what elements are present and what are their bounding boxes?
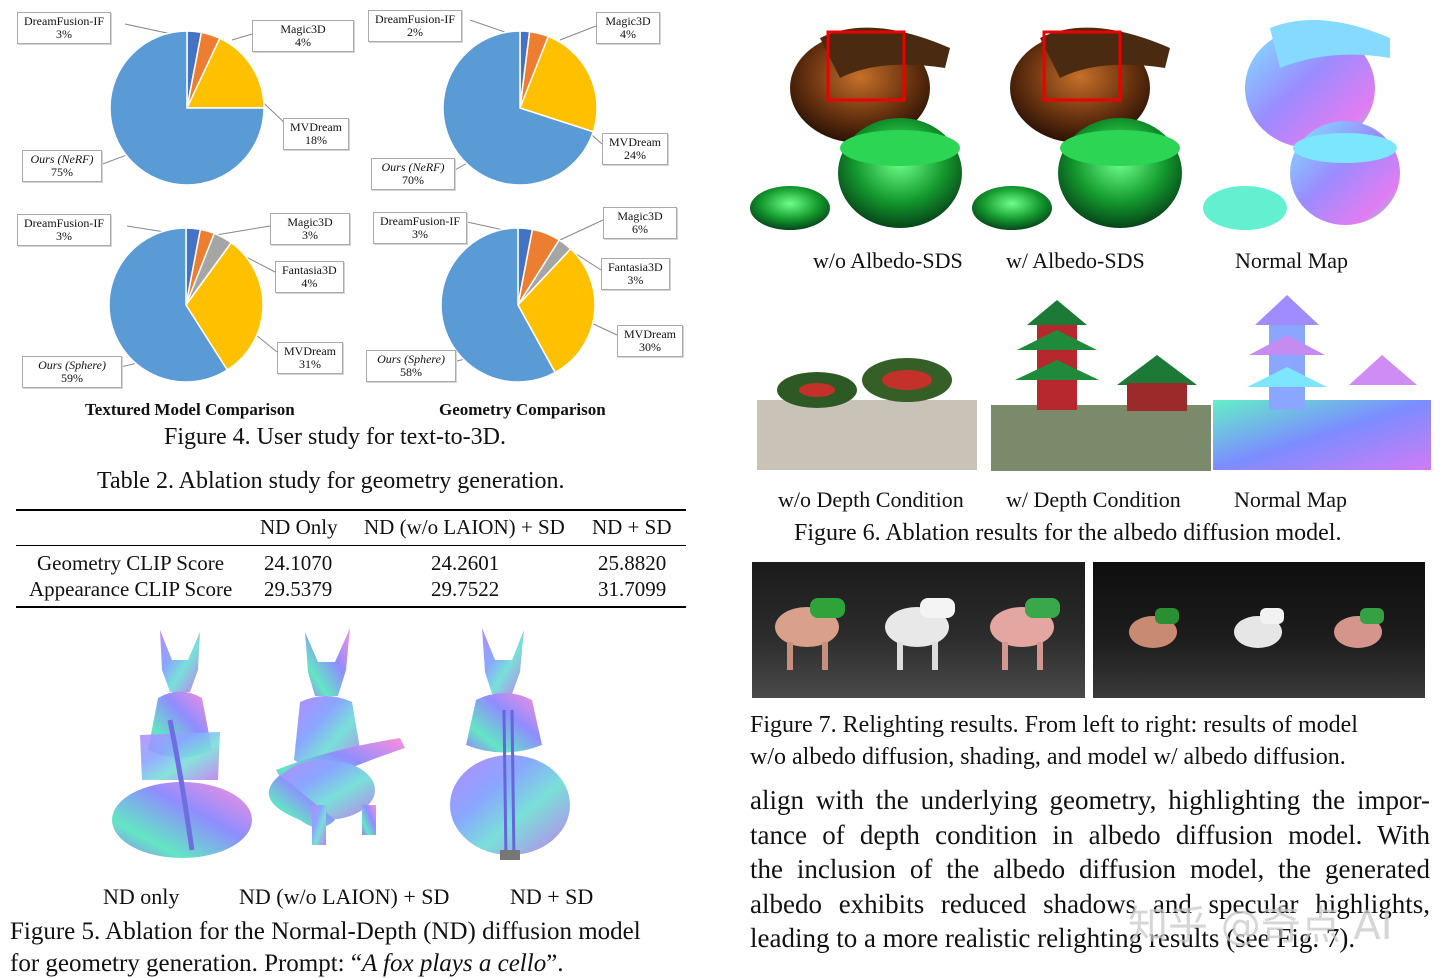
pie-label: DreamFusion-IF 3% (17, 214, 111, 246)
figure-caption: Figure 7. Relighting results. From left … (750, 712, 1358, 738)
render-wo-albedo-sds (750, 27, 962, 230)
relighting-render-left (752, 562, 1085, 698)
chart-subtitle: Geometry Comparison (439, 400, 606, 419)
body-paragraph: align with the underlying geometry, high… (750, 783, 1430, 956)
figure-caption-line-2: for geometry generation. Prompt: “A fox … (10, 950, 564, 978)
render-normal-map-croc (1203, 20, 1400, 230)
image-label: ND + SD (510, 884, 594, 909)
pie-leader-line (231, 33, 253, 41)
image-label: Normal Map (1234, 487, 1348, 512)
table-header: ND Only (260, 515, 338, 539)
pie-leader-line (559, 25, 597, 41)
crocodile-renders (750, 20, 1400, 230)
pie-leader-line (559, 219, 604, 241)
pagoda-renders (757, 295, 1431, 471)
pie-label: Magic3D 4% (596, 12, 660, 44)
pie-label: Magic3D 3% (270, 213, 350, 245)
pie-label: Ours (NeRF) 75% (22, 150, 102, 182)
render-w-depth-condition (991, 300, 1211, 471)
fox-render-nd-sd (450, 628, 570, 861)
image-label: ND only (103, 884, 180, 909)
paragraph-line: align with the underlying geometry, high… (750, 785, 1430, 815)
pie-slice-mvdream (185, 241, 264, 372)
pie-slice-mvdream (519, 35, 598, 133)
table-cell: Appearance CLIP Score (29, 577, 233, 601)
image-label: w/ Albedo-SDS (1006, 248, 1145, 273)
image-label: w/ Depth Condition (1006, 487, 1181, 512)
image-label: w/o Depth Condition (778, 487, 964, 512)
render-w-albedo-sds (972, 27, 1182, 230)
caption-prompt: A fox plays a cello (361, 950, 547, 977)
figure-caption-line-2: w/o albedo diffusion, shading, and model… (750, 744, 1346, 770)
pie-label: MVDream 31% (277, 342, 343, 374)
table-cell: 29.5379 (264, 577, 333, 601)
table-caption: Table 2. Ablation study for geometry gen… (97, 468, 565, 494)
paragraph-line: the inclusion of the albedo diffusion mo… (750, 854, 1430, 884)
pie-slice-mvdream (517, 247, 596, 374)
pie-leader-line (209, 225, 271, 237)
image-label: w/o Albedo-SDS (813, 248, 963, 273)
table-cell: 24.1070 (264, 551, 333, 575)
pie-slice-ours-nerf (442, 30, 595, 186)
pie-label: Magic3D 4% (252, 20, 354, 52)
image-label: ND (w/o LAION) + SD (239, 884, 450, 909)
table-rule-bottom (16, 606, 686, 608)
table-cell: 29.7522 (431, 577, 500, 601)
table-header: ND + SD (592, 515, 672, 539)
figure-caption: Figure 4. User study for text-to-3D. (164, 424, 506, 450)
paragraph-line: leading to a more realistic relighting r… (750, 923, 1356, 953)
pie-label: DreamFusion-IF 3% (17, 12, 111, 44)
fox-render-nd-wo-laion-sd (268, 628, 405, 845)
fox-render-nd-only (112, 630, 252, 858)
relighting-render-right (1093, 562, 1425, 698)
figure-caption: Figure 5. Ablation for the Normal-Depth … (10, 918, 641, 945)
watermark: 知乎 @奇点 AI (1128, 903, 1393, 949)
table-cell: 25.8820 (598, 551, 667, 575)
pie-slice-ours-sphere (440, 227, 557, 383)
pigs-right (1129, 608, 1384, 648)
table-rule-top (16, 509, 686, 511)
fox-renders (112, 628, 570, 861)
pie-label: DreamFusion-IF 3% (373, 212, 467, 244)
caption-text: for geometry generation. Prompt: “ (10, 950, 362, 977)
table-cell: 24.2601 (431, 551, 500, 575)
caption-text: ”. (546, 950, 564, 977)
pie-label: Ours (Sphere) 58% (366, 350, 456, 382)
pie-label: Fantasia3D 4% (275, 261, 344, 293)
pie-label: Magic3D 6% (603, 207, 677, 239)
pie-slice-ours-sphere (108, 227, 229, 383)
pie-label: Ours (NeRF) 70% (371, 158, 455, 190)
table-header: ND (w/o LAION) + SD (364, 515, 565, 539)
pie-label: Fantasia3D 3% (601, 258, 670, 290)
figure-caption: Figure 6. Ablation results for the albed… (794, 520, 1342, 546)
paragraph-line: tance of depth condition in albedo diffu… (750, 819, 1430, 850)
table-cell: 31.7099 (598, 577, 667, 601)
render-wo-depth-condition (757, 358, 977, 470)
render-normal-map-pagoda (1213, 295, 1431, 470)
pie-label: MVDream 24% (602, 133, 668, 165)
pie-label: DreamFusion-IF 2% (368, 10, 462, 42)
chart-subtitle: Textured Model Comparison (85, 400, 295, 419)
pie-charts-svg (99, 19, 618, 383)
pie-slice-ours-nerf (109, 30, 265, 186)
pie-label: MVDream 18% (283, 118, 349, 150)
pigs-left (775, 598, 1060, 670)
pie-label: Ours (Sphere) 59% (22, 356, 122, 388)
pie-label: MVDream 30% (617, 325, 683, 357)
paragraph-line: albedo exhibits reduced shadows and spec… (750, 888, 1430, 919)
table-cell: Geometry CLIP Score (37, 551, 225, 575)
table-rule-mid (16, 545, 686, 546)
image-label: Normal Map (1235, 248, 1349, 273)
pie-slice-mvdream (185, 37, 265, 109)
